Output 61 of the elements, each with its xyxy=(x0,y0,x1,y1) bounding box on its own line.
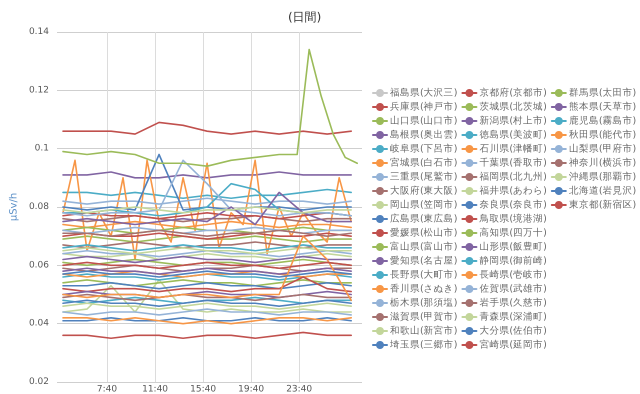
legend-label: 千葉県(香取市) xyxy=(479,156,547,168)
x-tick-label: 7:40 xyxy=(96,384,118,394)
legend-label: 沖縄県(那覇市) xyxy=(568,170,636,182)
legend-label: 神奈川(横浜市) xyxy=(568,156,636,168)
legend-label: 山口県(山口市) xyxy=(390,114,458,126)
legend-label: 佐賀県(武雄市) xyxy=(479,282,547,294)
x-tick-label: 23:40 xyxy=(286,384,312,394)
legend-label: 岐阜県(下呂市) xyxy=(390,142,458,154)
y-tick-label: 0.02 xyxy=(28,377,49,387)
legend-label: 山梨県(甲府市) xyxy=(568,142,636,154)
y-tick-label: 0.12 xyxy=(28,85,49,96)
legend-label: 高知県(四万十) xyxy=(479,226,547,238)
y-tick-label: 0.06 xyxy=(28,260,50,270)
legend-label: 秋田県(能代市) xyxy=(568,128,636,140)
y-tick-label: 0.04 xyxy=(28,318,50,329)
x-tick-label: 11:40 xyxy=(142,384,168,394)
legend-label: 福島県(大沢三) xyxy=(390,86,458,98)
legend-label: 和歌山(新宮市) xyxy=(390,324,458,336)
legend-label: 埼玉県(三郷市) xyxy=(389,338,458,350)
legend-label: 大阪府(東大阪) xyxy=(390,184,458,196)
legend-label: 大分県(佐伯市) xyxy=(479,324,547,336)
legend-label: 愛知県(名古屋) xyxy=(390,254,458,266)
legend-label: 兵庫県(神戸市) xyxy=(390,100,458,112)
legend-label: 東京都(新宿区) xyxy=(568,198,636,210)
legend-label: 北海道(岩見沢) xyxy=(568,184,636,196)
legend-label: 京都府(京都市) xyxy=(479,86,547,98)
legend-label: 滋賀県(甲賀市) xyxy=(390,310,458,322)
legend-label: 香川県(さぬき) xyxy=(390,282,458,294)
legend-label: 岩手県(久慈市) xyxy=(479,296,547,308)
legend-label: 岡山県(笠岡市) xyxy=(390,198,458,210)
y-axis-title: μSv/h xyxy=(8,192,20,222)
legend-label: 長崎県(壱岐市) xyxy=(479,268,547,280)
legend-label: 茨城県(北茨城) xyxy=(479,100,547,112)
legend-label: 長野県(大町市) xyxy=(390,268,458,280)
legend-label: 静岡県(御前崎) xyxy=(479,254,547,266)
legend-label: 奈良県(奈良市) xyxy=(479,198,547,210)
x-tick-label: 15:40 xyxy=(190,384,216,394)
x-tick-label: 19:40 xyxy=(238,384,264,394)
legend-label: 富山県(富山市) xyxy=(390,240,458,252)
legend-label: 群馬県(太田市) xyxy=(568,86,636,98)
y-tick-label: 0.08 xyxy=(28,202,50,212)
legend-label: 島根県(奥出雲) xyxy=(390,128,458,140)
legend-label: 福岡県(北九州) xyxy=(479,170,547,182)
legend-label: 徳島県(美波町) xyxy=(479,128,547,140)
y-tick-label: 0.14 xyxy=(28,27,50,37)
legend-label: 愛媛県(松山市) xyxy=(390,226,458,238)
chart-title: (日間) xyxy=(288,10,322,24)
legend-label: 福井県(あわら) xyxy=(479,184,547,196)
legend-label: 宮崎県(延岡市) xyxy=(479,338,547,350)
y-tick-label: 0.1 xyxy=(34,144,49,154)
legend-label: 新潟県(村上市) xyxy=(479,114,547,126)
legend-label: 石川県(津幡町) xyxy=(479,142,547,154)
legend-label: 山形県(飯豊町) xyxy=(479,240,547,252)
legend-label: 青森県(深浦町) xyxy=(479,310,547,322)
legend-label: 栃木県(那須塩) xyxy=(390,296,458,308)
legend-label: 鳥取県(境港湖) xyxy=(478,212,547,224)
legend-label: 広島県(東広島) xyxy=(390,212,458,224)
legend-label: 熊本県(天草市) xyxy=(568,100,636,112)
legend-label: 三重県(尾鷲市) xyxy=(390,170,458,182)
legend-label: 宮城県(白石市) xyxy=(390,156,458,168)
legend-label: 鹿児島(霧島市) xyxy=(568,114,636,126)
